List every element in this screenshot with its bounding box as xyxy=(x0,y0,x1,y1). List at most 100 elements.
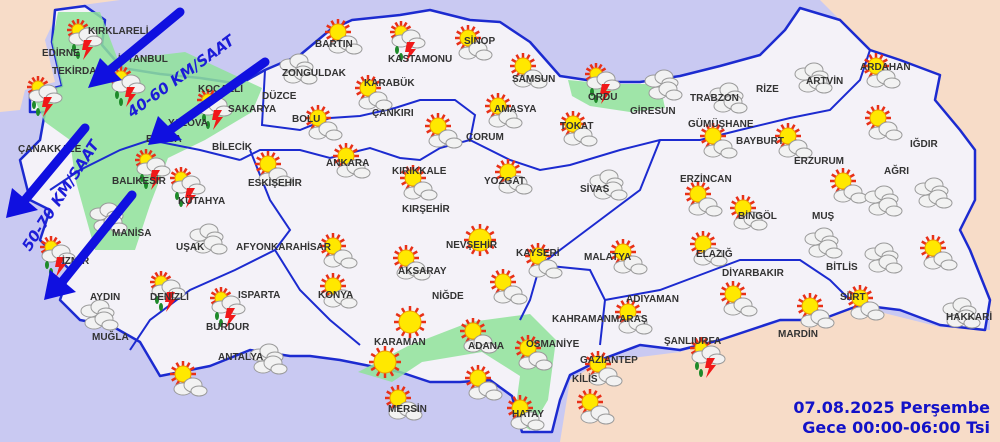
cloud-icon xyxy=(388,401,423,421)
province-label: MUĞLA xyxy=(92,330,129,343)
cloud-icon xyxy=(691,345,726,365)
wind-arrow xyxy=(88,7,185,88)
lightning-icon xyxy=(165,292,176,312)
cloudy-icon xyxy=(804,227,843,259)
cloud-icon xyxy=(468,381,503,401)
province-label: SİNOP xyxy=(464,34,495,47)
sun-icon xyxy=(369,346,401,378)
cloud-icon xyxy=(323,249,358,269)
partly-cloudy-icon xyxy=(863,53,901,89)
warning-area-south xyxy=(358,314,556,430)
region-border xyxy=(604,259,851,301)
province-label: OSMANİYE xyxy=(526,337,580,350)
province-label: SİVAS xyxy=(580,182,610,195)
cloud-icon xyxy=(336,159,371,179)
cloud-icon xyxy=(713,94,748,114)
cloud-icon xyxy=(586,71,621,91)
province-label: ÇANKIRI xyxy=(372,108,414,119)
cloud-icon xyxy=(308,121,343,141)
cloud-icon xyxy=(693,247,728,267)
province-label: ANTALYA xyxy=(218,352,263,363)
lightning-icon xyxy=(225,308,236,328)
cloud-icon xyxy=(703,139,738,159)
province-label: ANKARA xyxy=(326,158,369,169)
rain-drop-icon xyxy=(36,108,40,116)
cloudy-icon xyxy=(864,185,903,217)
cloudy-icon xyxy=(794,62,833,94)
sun-icon xyxy=(305,105,331,131)
partly-cloudy-icon xyxy=(495,159,533,195)
province-label: ELAZIĞ xyxy=(696,247,733,260)
cloud-icon xyxy=(193,235,228,255)
cloud-icon xyxy=(808,239,843,259)
province-label: SİİRT xyxy=(840,290,866,303)
province-label: ADIYAMAN xyxy=(626,294,679,305)
rain-drop-icon xyxy=(695,362,699,370)
region-border xyxy=(519,139,661,321)
cloud-icon xyxy=(111,74,146,94)
province-label: BARTIN xyxy=(315,39,353,50)
partly-cloudy-icon xyxy=(577,389,615,425)
partly-cloudy-icon xyxy=(847,285,885,321)
partly-cloudy-icon xyxy=(560,111,598,147)
province-label: KIRIKKALE xyxy=(392,166,447,177)
province-label: SAMSUN xyxy=(512,74,555,85)
province-label: ADANA xyxy=(468,341,504,352)
sun-icon xyxy=(464,224,496,256)
rain-drop-icon xyxy=(159,303,163,311)
province-label: KASTAMONU xyxy=(388,54,452,65)
province-label: NEVŞEHİR xyxy=(446,238,498,251)
province-label: DENİZLİ xyxy=(150,290,189,303)
cloud-icon xyxy=(323,289,358,309)
cloud-icon xyxy=(618,315,653,335)
cloud-icon xyxy=(428,129,463,149)
sunny-icon xyxy=(464,224,496,256)
cloud-icon xyxy=(498,175,533,195)
cloud-icon xyxy=(613,255,648,275)
neighbor-land-east xyxy=(560,0,1000,442)
province-label: BOLU xyxy=(292,114,320,125)
rain-drop-icon xyxy=(699,369,703,377)
cloud-icon xyxy=(493,285,528,305)
province-label: BURDUR xyxy=(206,322,250,333)
sun-icon xyxy=(170,361,196,387)
province-label: TRABZON xyxy=(690,93,739,104)
partly-cloudy-icon xyxy=(393,245,431,281)
thunderstorm-icon xyxy=(40,236,76,277)
province-label: MANİSA xyxy=(112,226,151,239)
partly-cloudy-icon xyxy=(690,231,728,267)
cloud-icon xyxy=(593,181,628,201)
cloud-icon xyxy=(563,127,598,147)
cloudy-icon xyxy=(942,297,981,329)
province-label: RİZE xyxy=(756,82,779,95)
partly-cloudy-icon xyxy=(585,351,623,387)
cloudy-icon xyxy=(709,82,748,114)
province-label: MERSİN xyxy=(388,402,427,415)
lightning-icon xyxy=(55,257,66,277)
partly-cloudy-icon xyxy=(920,235,958,271)
rain-drop-icon xyxy=(119,98,123,106)
province-label: HATAY xyxy=(512,409,544,420)
partly-cloudy-icon xyxy=(325,19,363,55)
province-label: MALATYA xyxy=(584,252,631,263)
thunderstorm-icon xyxy=(150,271,186,312)
province-label: ÇANAKKALE xyxy=(18,144,82,155)
cloud-icon xyxy=(868,121,903,141)
region-borders xyxy=(49,49,871,351)
sun-icon xyxy=(394,306,426,338)
cloudy-icon xyxy=(80,299,119,331)
lightning-icon xyxy=(705,358,716,378)
province-label: DÜZCE xyxy=(262,89,297,102)
province-label: KONYA xyxy=(318,290,353,301)
cloud-icon xyxy=(778,139,813,159)
province-label: UŞAK xyxy=(176,242,205,253)
forecast-date: 07.08.2025 Perşembe xyxy=(793,398,990,417)
province-label: ARDAHAN xyxy=(860,62,911,73)
province-label: MARDİN xyxy=(778,327,818,340)
rain-drop-icon xyxy=(395,46,399,54)
cloud-icon xyxy=(866,69,901,89)
province-label: BAYBURT xyxy=(736,136,784,147)
province-label: KAYSERİ xyxy=(516,246,560,259)
forecast-icons xyxy=(27,19,981,431)
